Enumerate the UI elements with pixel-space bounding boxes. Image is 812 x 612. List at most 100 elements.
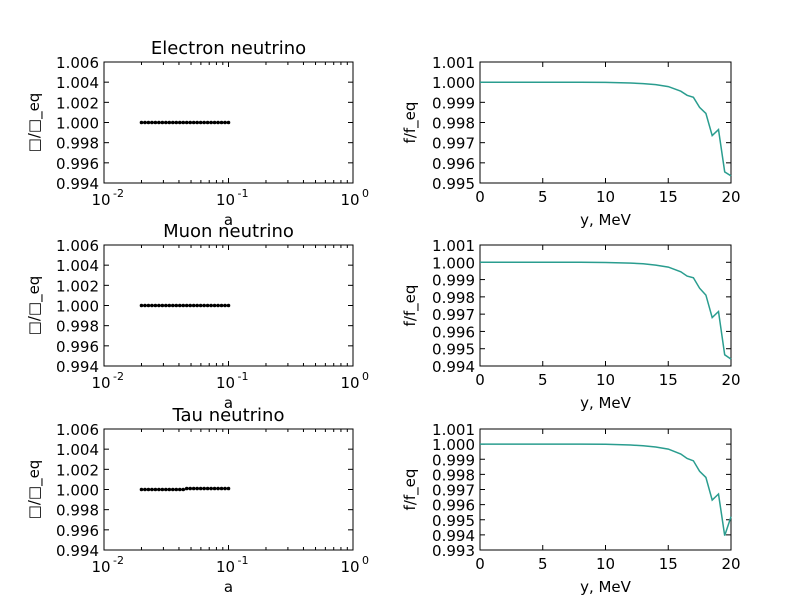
y-tick-label: 1.006 [56,237,99,255]
y-tick-label: 0.998 [56,502,99,520]
data-point [164,303,168,308]
y-tick-label: 1.004 [56,74,99,92]
x-tick-label: 10 [596,371,615,389]
y-axis-label: □/□_eq [25,93,44,153]
plot-area [479,428,732,551]
data-point [209,303,213,308]
y-tick-label: 1.000 [56,482,99,500]
x-tick-label-base: 10 [91,558,110,576]
y-tick-label: 0.995 [432,512,475,530]
data-point [157,303,161,308]
x-tick-label: 20 [721,371,740,389]
y-axis-label: f/f_eq [401,469,420,511]
y-tick-label: 1.001 [432,421,475,439]
x-tick-label: 0 [475,188,485,206]
y-tick-label: 0.994 [56,542,99,560]
data-point [167,120,172,125]
data-point [177,303,182,308]
data-point [174,303,179,308]
data-point [212,486,217,491]
y-tick-label: 0.998 [432,115,475,133]
y-axis-label: f/f_eq [401,102,420,144]
y-tick-label: 0.993 [432,542,475,560]
y-tick-label: 0.998 [56,318,99,336]
data-point [146,487,151,492]
y-tick-label: 0.999 [432,451,475,469]
data-point [205,486,210,491]
data-point [143,120,147,125]
data-point [139,120,144,125]
y-tick-label: 0.996 [56,155,99,173]
data-point [153,120,158,125]
x-tick-label: 15 [659,555,678,573]
x-axis-label: y, MeV [580,211,632,229]
x-tick-label-exponent: 0 [362,554,369,567]
y-tick-label: 1.000 [432,254,475,272]
chart-title: Muon neutrino [163,221,294,242]
data-point [223,120,227,125]
data-point [202,486,206,491]
data-point [150,303,154,308]
data-point [198,486,203,491]
x-tick-label: 15 [659,371,678,389]
y-tick-label: 1.004 [56,441,99,459]
x-axis-label: y, MeV [580,578,632,596]
y-tick-label: 0.996 [432,497,475,515]
y-tick-label: 1.006 [56,421,99,439]
y-axis-label: f/f_eq [401,285,420,327]
data-point [191,120,196,125]
data-point [153,487,158,492]
data-point [167,487,172,492]
data-point [198,303,203,308]
data-point [219,303,224,308]
x-tick-label: 0 [475,371,485,389]
data-point [139,303,144,308]
y-tick-label: 1.000 [56,115,99,133]
data-point [171,303,175,308]
y-tick-label: 1.001 [432,54,475,72]
x-tick-label: 10 [596,555,615,573]
data-point [174,487,179,492]
chart-title: Tau neutrino [172,405,285,426]
chart-title: Electron neutrino [151,38,306,59]
data-point [177,487,182,492]
x-tick-label: 5 [538,188,548,206]
data-point [139,487,144,492]
y-tick-label: 1.002 [56,277,99,295]
data-point [188,486,193,491]
data-point [160,487,165,492]
data-point [171,120,175,125]
data-point [202,120,206,125]
data-point [174,120,179,125]
x-tick-label-base: 10 [216,191,235,209]
x-tick-label-exponent: -1 [238,370,249,383]
x-tick-label-base: 10 [216,374,235,392]
x-tick-label-base: 10 [340,558,359,576]
x-tick-label: 20 [721,555,740,573]
y-tick-label: 0.999 [432,94,475,112]
data-point [153,303,158,308]
x-tick-label: 0 [475,555,485,573]
data-point [205,120,210,125]
data-point [195,120,199,125]
data-point [164,487,168,492]
plot-area [479,61,732,184]
x-tick-label: 20 [721,188,740,206]
data-point [219,120,224,125]
data-point [150,487,154,492]
y-tick-label: 1.004 [56,257,99,275]
data-point [160,303,165,308]
y-tick-label: 1.002 [56,461,99,479]
y-tick-label: 0.997 [432,306,475,324]
data-point [226,486,231,491]
data-point [212,120,217,125]
data-point [143,487,147,492]
y-axis-label: □/□_eq [25,460,44,520]
y-tick-label: 1.002 [56,94,99,112]
x-tick-label-base: 10 [91,374,110,392]
y-tick-label: 0.998 [432,466,475,484]
data-point [226,120,231,125]
x-tick-label-exponent: -2 [113,554,124,567]
y-tick-label: 0.998 [56,135,99,153]
x-tick-label-base: 10 [216,558,235,576]
